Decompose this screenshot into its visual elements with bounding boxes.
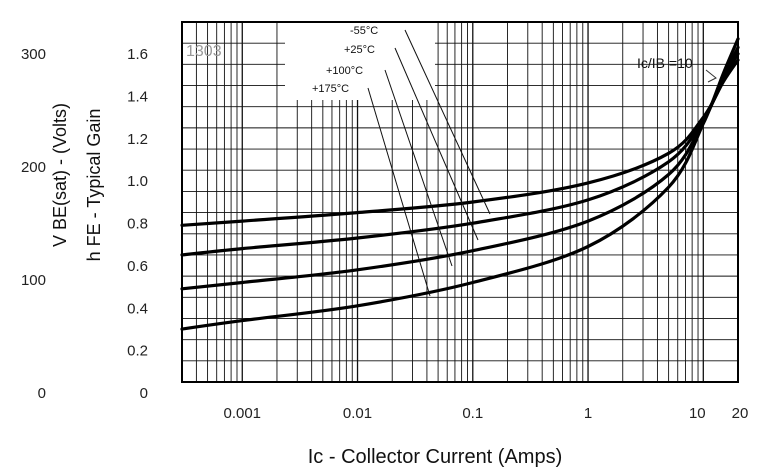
x-tick-label: 1 xyxy=(584,405,592,422)
legend-label-2: +25°C xyxy=(344,44,375,56)
annotation-arrow xyxy=(705,69,717,83)
curve-3 xyxy=(180,45,740,291)
plot-frame xyxy=(181,21,739,383)
y-tick-label-vbe: 1.2 xyxy=(127,131,148,148)
legend-leader-3 xyxy=(384,69,453,267)
legend-leader-1 xyxy=(404,29,491,215)
legend-background xyxy=(285,22,435,100)
y-tick-labels-vbe: 0 0.2 0.4 0.6 0.8 1.0 1.2 1.4 1.6 xyxy=(127,46,148,402)
y-tick-label-hfe: 200 xyxy=(21,159,46,176)
x-tick-label: 0.01 xyxy=(343,405,372,422)
y-tick-labels-hfe: 0 100 200 300 xyxy=(21,46,46,402)
legend: -55°C +25°C +100°C +175°C xyxy=(285,22,491,297)
x-tick-label: 10 xyxy=(689,405,706,422)
x-tick-label: 0.001 xyxy=(223,405,261,422)
y-tick-label-hfe: 100 xyxy=(21,272,46,289)
y-tick-label-vbe: 0.6 xyxy=(127,258,148,275)
x-tick-labels: 0.001 0.01 0.1 1 10 20 xyxy=(223,405,748,422)
x-axis-label: Ic - Collector Current (Amps) xyxy=(308,446,563,468)
x-tick-label: 0.1 xyxy=(462,405,483,422)
y-tick-label-vbe: 1.6 xyxy=(127,46,148,63)
y-tick-label-vbe: 1.0 xyxy=(127,173,148,190)
curve-4 xyxy=(180,37,740,331)
x-tick-label: 20 xyxy=(732,405,749,422)
y-axis-label-hfe: h FE - Typical Gain xyxy=(84,109,104,262)
y-tick-label-vbe: 0.4 xyxy=(127,300,148,317)
legend-leader-2 xyxy=(394,47,479,241)
y-tick-label-vbe: 0.2 xyxy=(127,343,148,360)
y-axis-label-vbe: V BE(sat) - (Volts) xyxy=(50,103,70,247)
ratio-annotation: Ic/IB =10 xyxy=(637,55,693,71)
curve-2 xyxy=(180,52,740,257)
y-tick-label-vbe: 1.4 xyxy=(127,89,148,106)
legend-label-4: +175°C xyxy=(312,83,349,95)
legend-label-1: -55°C xyxy=(350,25,378,37)
chart-code: 1303 xyxy=(186,43,222,60)
y-tick-label-hfe: 300 xyxy=(21,46,46,63)
y-tick-label-vbe: 0 xyxy=(140,385,148,402)
y-tick-label-vbe: 0.8 xyxy=(127,216,148,233)
y-tick-label-hfe: 0 xyxy=(38,385,46,402)
legend-label-3: +100°C xyxy=(326,65,363,77)
legend-leader-4 xyxy=(367,87,431,297)
series-curves xyxy=(180,37,740,331)
